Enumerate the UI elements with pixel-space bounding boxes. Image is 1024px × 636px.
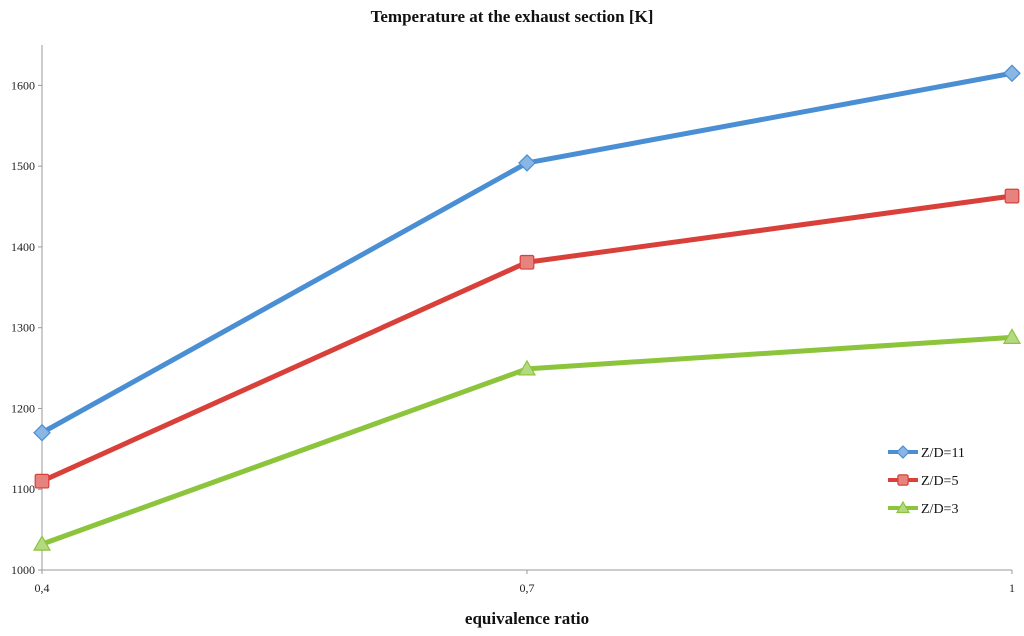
x-axis-label: equivalence ratio xyxy=(465,609,589,628)
x-tick-label: 0,7 xyxy=(520,581,535,595)
data-point xyxy=(32,534,52,551)
y-tick-label: 1500 xyxy=(11,159,35,173)
legend-marker xyxy=(895,500,911,514)
y-tick-label: 1000 xyxy=(11,563,35,577)
series-line xyxy=(39,193,1015,484)
data-point xyxy=(34,473,50,489)
legend-item: Z/D=5 xyxy=(888,474,958,489)
x-ticks: 0,4 0,7 1 xyxy=(35,570,1015,595)
y-tick-label: 1200 xyxy=(11,401,35,415)
series-layer xyxy=(32,64,1022,551)
y-tick-label: 1100 xyxy=(11,482,35,496)
legend-label: Z/D=11 xyxy=(921,446,965,461)
chart-title: Temperature at the exhaust section [K] xyxy=(371,7,654,26)
series-line xyxy=(39,70,1015,436)
legend-label: Z/D=5 xyxy=(921,474,958,489)
x-tick-label: 0,4 xyxy=(35,581,50,595)
data-point xyxy=(1003,64,1021,83)
legend: Z/D=11 Z/D=5 Z/D=3 xyxy=(888,445,965,517)
y-tick-label: 1300 xyxy=(11,321,35,335)
y-tick-label: 1600 xyxy=(11,78,35,92)
y-ticks: 1000 1100 1200 1300 1400 1500 1600 xyxy=(11,78,42,577)
legend-label: Z/D=3 xyxy=(921,502,958,517)
legend-item: Z/D=3 xyxy=(888,500,958,517)
data-point xyxy=(519,254,535,270)
legend-item: Z/D=11 xyxy=(888,445,965,461)
series-z-d-11 xyxy=(33,64,1021,442)
y-tick-label: 1400 xyxy=(11,240,35,254)
legend-marker xyxy=(896,445,910,459)
data-point xyxy=(1002,328,1022,344)
legend-marker xyxy=(897,474,909,486)
data-point xyxy=(1004,188,1020,204)
data-point xyxy=(33,423,51,442)
series-z-d-3 xyxy=(32,328,1022,551)
x-tick-label: 1 xyxy=(1009,581,1015,595)
data-point xyxy=(518,154,536,172)
series-z-d-5 xyxy=(34,188,1020,489)
data-point xyxy=(517,359,537,376)
